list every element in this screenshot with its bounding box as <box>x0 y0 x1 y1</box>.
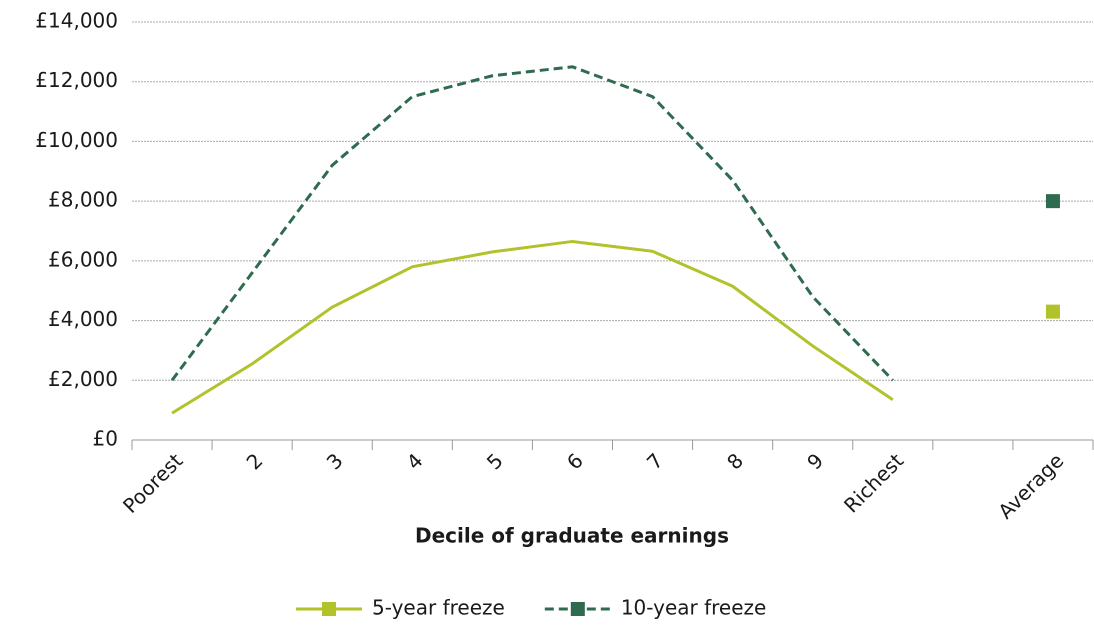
x-tick-label: 7 <box>642 448 668 474</box>
x-tick-label: Average <box>993 448 1068 523</box>
x-tick-label: 4 <box>402 448 428 474</box>
y-tick-label: £10,000 <box>35 128 118 152</box>
y-tick-label: £4,000 <box>48 307 118 331</box>
x-tick-label: 5 <box>482 448 508 474</box>
point-marker <box>1045 194 1060 209</box>
x-tick-label: Richest <box>839 448 908 517</box>
x-tick-label: 9 <box>802 448 828 474</box>
x-tick-label: 6 <box>562 448 588 474</box>
legend-marker <box>322 602 336 616</box>
y-tick-label: £14,000 <box>35 9 118 33</box>
x-tick-label: 3 <box>322 448 348 474</box>
x-tick-label: Poorest <box>118 448 188 518</box>
legend-label: 5-year freeze <box>372 596 505 620</box>
y-tick-label: £2,000 <box>48 367 118 391</box>
y-tick-label: £6,000 <box>48 247 118 271</box>
x-tick-label: 2 <box>242 448 268 474</box>
line <box>170 65 894 382</box>
legend-marker <box>570 602 585 616</box>
x-tick-label: 8 <box>722 448 748 474</box>
point-marker <box>1045 304 1060 319</box>
legend-label: 10-year freeze <box>621 596 767 620</box>
y-tick-label: £12,000 <box>35 68 118 92</box>
y-tick-label: £8,000 <box>48 188 118 212</box>
x-axis-title: Decile of graduate earnings <box>415 524 729 548</box>
line <box>171 239 894 415</box>
y-tick-label: £0 <box>93 427 118 451</box>
